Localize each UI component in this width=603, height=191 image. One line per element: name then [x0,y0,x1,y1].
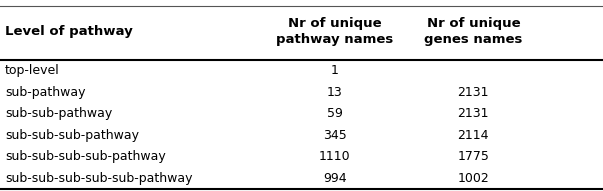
Text: sub-sub-sub-sub-sub-pathway: sub-sub-sub-sub-sub-pathway [5,172,192,185]
Text: 59: 59 [327,107,343,120]
Text: 1: 1 [330,64,339,77]
Text: 1002: 1002 [458,172,489,185]
Text: 994: 994 [323,172,347,185]
Text: Level of pathway: Level of pathway [5,25,133,38]
Text: Nr of unique
genes names: Nr of unique genes names [424,17,523,46]
Text: top-level: top-level [5,64,60,77]
Text: sub-sub-sub-sub-pathway: sub-sub-sub-sub-pathway [5,150,166,163]
Text: 2131: 2131 [458,86,489,99]
Text: 2114: 2114 [458,129,489,142]
Text: 1775: 1775 [458,150,489,163]
Text: Nr of unique
pathway names: Nr of unique pathway names [276,17,393,46]
Text: 1110: 1110 [319,150,350,163]
Text: sub-sub-sub-pathway: sub-sub-sub-pathway [5,129,139,142]
Text: 2131: 2131 [458,107,489,120]
Text: 345: 345 [323,129,347,142]
Text: sub-sub-pathway: sub-sub-pathway [5,107,112,120]
Text: 13: 13 [327,86,343,99]
Text: sub-pathway: sub-pathway [5,86,85,99]
